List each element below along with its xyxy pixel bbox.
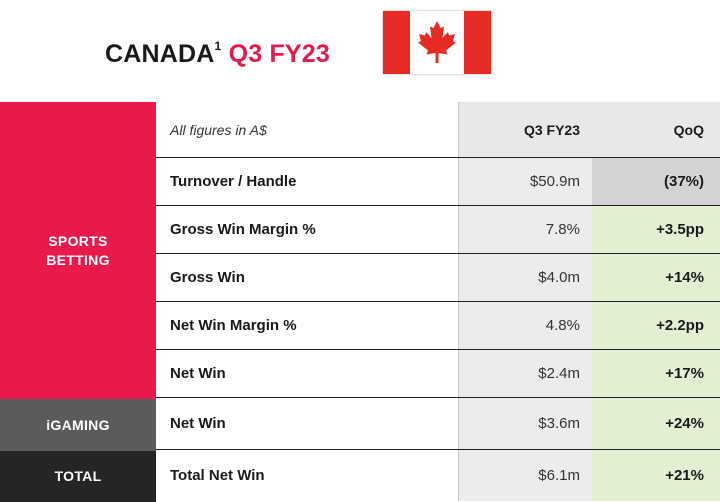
segment-sports-line2: BETTING (46, 251, 110, 268)
segment-total: TOTAL (0, 451, 156, 502)
row-metric: Turnover / Handle (170, 173, 297, 190)
header-qoq: QoQ (592, 102, 720, 157)
row-qoq-value: (37%) (592, 158, 720, 205)
page-title: CANADA1 Q3 FY23 (105, 38, 331, 69)
metrics-table: All figures in A$ Q3 FY23 QoQ Turnover /… (156, 102, 720, 501)
segment-igaming-label: iGAMING (46, 416, 110, 433)
row-q3-value: $3.6m (458, 398, 592, 449)
segment-sports-betting: SPORTS BETTING (0, 102, 156, 399)
row-metric: Total Net Win (170, 467, 265, 484)
table-row: Gross Win $4.0m +14% (156, 254, 720, 302)
row-q3-value: 4.8% (458, 302, 592, 349)
row-metric: Net Win (170, 415, 226, 432)
table-row: Net Win Margin % 4.8% +2.2pp (156, 302, 720, 350)
row-q3-value: 7.8% (458, 206, 592, 253)
segment-sports-line1: SPORTS (48, 232, 108, 249)
row-metric: Gross Win (170, 269, 245, 286)
row-q3-value: $4.0m (458, 254, 592, 301)
row-qoq-value: +24% (592, 398, 720, 449)
table-row: Net Win $3.6m +24% (156, 398, 720, 450)
title-country: CANADA (105, 40, 215, 68)
row-qoq-value: +14% (592, 254, 720, 301)
table-row: Net Win $2.4m +17% (156, 350, 720, 398)
row-qoq-value: +21% (592, 450, 720, 501)
row-q3-value: $6.1m (458, 450, 592, 501)
row-qoq-value: +3.5pp (592, 206, 720, 253)
table-header-row: All figures in A$ Q3 FY23 QoQ (156, 102, 720, 158)
title-footnote-mark: 1 (214, 38, 222, 53)
row-qoq-value: +17% (592, 350, 720, 397)
segment-total-label: TOTAL (54, 468, 102, 484)
row-metric: Net Win (170, 365, 226, 382)
header-q3: Q3 FY23 (458, 102, 592, 157)
row-qoq-value: +2.2pp (592, 302, 720, 349)
row-metric: Gross Win Margin % (170, 221, 316, 238)
segment-igaming: iGAMING (0, 399, 156, 451)
row-q3-value: $2.4m (458, 350, 592, 397)
row-q3-value: $50.9m (458, 158, 592, 205)
row-metric: Net Win Margin % (170, 317, 297, 334)
header-metric: All figures in A$ (170, 121, 267, 138)
canada-flag-icon (383, 11, 491, 74)
table-row: Turnover / Handle $50.9m (37%) (156, 158, 720, 206)
title-period: Q3 FY23 (228, 40, 331, 68)
table-row: Gross Win Margin % 7.8% +3.5pp (156, 206, 720, 254)
table-row: Total Net Win $6.1m +21% (156, 450, 720, 501)
